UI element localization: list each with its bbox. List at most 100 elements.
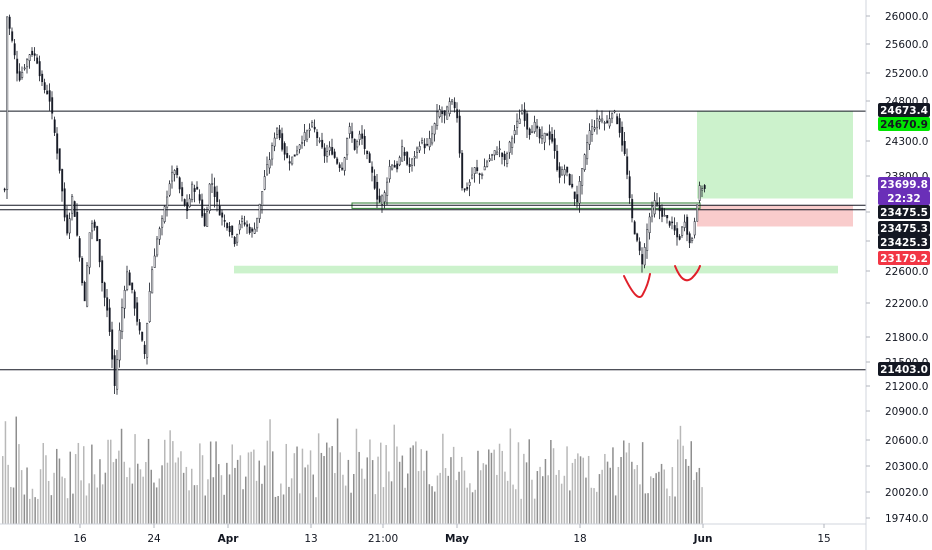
volume-bar [501,450,503,524]
candle-body [211,183,214,185]
candle-body [528,128,531,136]
candle-body [638,241,641,251]
volume-bar [191,468,193,524]
volume-bar [496,474,498,524]
volume-bar [463,470,466,524]
volume-bar [261,483,263,524]
volume-bar [509,428,512,524]
volume-bar [685,459,687,524]
volume-bar [674,496,676,524]
candle-body [561,169,564,176]
volume-bar [474,489,476,524]
price-tick-label: 25200.0 [885,68,928,80]
candle-body [603,122,606,124]
volume-bar [515,489,517,524]
volume-bar [550,440,552,524]
volume-bar [488,449,490,524]
volume-bar [663,469,665,524]
candle-body [243,222,246,225]
volume-bar [506,480,509,524]
volume-bar [574,458,576,524]
candle-body [543,132,546,143]
candle-body [241,218,244,223]
candle-body [578,181,581,204]
time-axis[interactable]: 16 24 Apr 13 21:00 May 18 Jun 15 [73,524,831,545]
candle-body [551,134,554,142]
candle-body [28,54,31,61]
candle-body [438,109,441,118]
volume-bar [66,498,69,524]
volume-bar [145,462,147,524]
candle-body [383,192,386,203]
candle-body [596,118,599,128]
price-tag [878,362,930,376]
candle-body [48,90,51,102]
volume-bar [558,470,560,524]
volume-bar [26,467,28,524]
volume-bar [250,451,252,524]
volume-bar [415,441,417,524]
double-bottom-marker-left [623,273,651,298]
volume-bar [169,430,171,524]
candle-body [428,138,431,148]
candle-body [146,323,149,358]
candle-body [346,137,349,156]
candle-body [483,166,486,171]
time-tick-label: Jun [693,533,713,545]
candle-body [206,211,209,227]
candle-body [16,58,19,74]
candle-body [361,133,364,139]
volume-bar [385,445,387,524]
volume-bar [328,447,331,524]
candle-body [546,133,549,136]
volume-bar [37,498,39,524]
volume-bar [436,475,439,524]
candle-body [121,306,124,333]
volume-bar [45,455,47,524]
candle-body [96,226,99,241]
candle-body [673,225,676,231]
candle-body [253,228,256,234]
candle-body [498,148,501,151]
volume-bar [128,467,131,524]
candle-body [653,200,656,215]
volume-bar [498,443,501,524]
volume-bar [631,461,633,524]
volume-bar [528,439,530,524]
volume-bar [182,472,185,524]
volume-bar [625,452,628,524]
candle-body [448,101,451,115]
candle-body [338,164,341,168]
volume-bar [131,483,134,524]
time-tick-label: Apr [218,533,240,545]
volume-bar [477,450,479,524]
candle-body [571,183,574,188]
candle-body [81,257,84,284]
volume-bar [293,453,296,524]
volume-bar [617,466,620,524]
volume-bar [587,455,590,524]
candle-body [223,220,226,222]
candle-body [86,265,89,307]
candle-body [553,138,556,151]
volume-bar [447,475,449,524]
volume-bar [147,438,150,524]
candle-body [663,214,666,217]
volume-bar [139,469,142,524]
candle-body [678,236,681,240]
candle-body [238,223,241,231]
volume-bar [134,434,136,524]
volume-bar [218,464,220,524]
candle-body [178,177,181,190]
volume-bar [533,498,536,524]
candle-body [286,153,289,158]
price-tags: 24673.4 24670.9 23699.8 22:32 23475.5 23475.3… [878,103,930,376]
volume-bar [204,495,206,524]
candle-body [403,151,406,156]
price-tag [878,235,930,249]
price-tick-label: 25600.0 [885,39,928,51]
candle-body [623,141,626,154]
candle-body [473,167,476,174]
volume-bar [123,461,125,524]
